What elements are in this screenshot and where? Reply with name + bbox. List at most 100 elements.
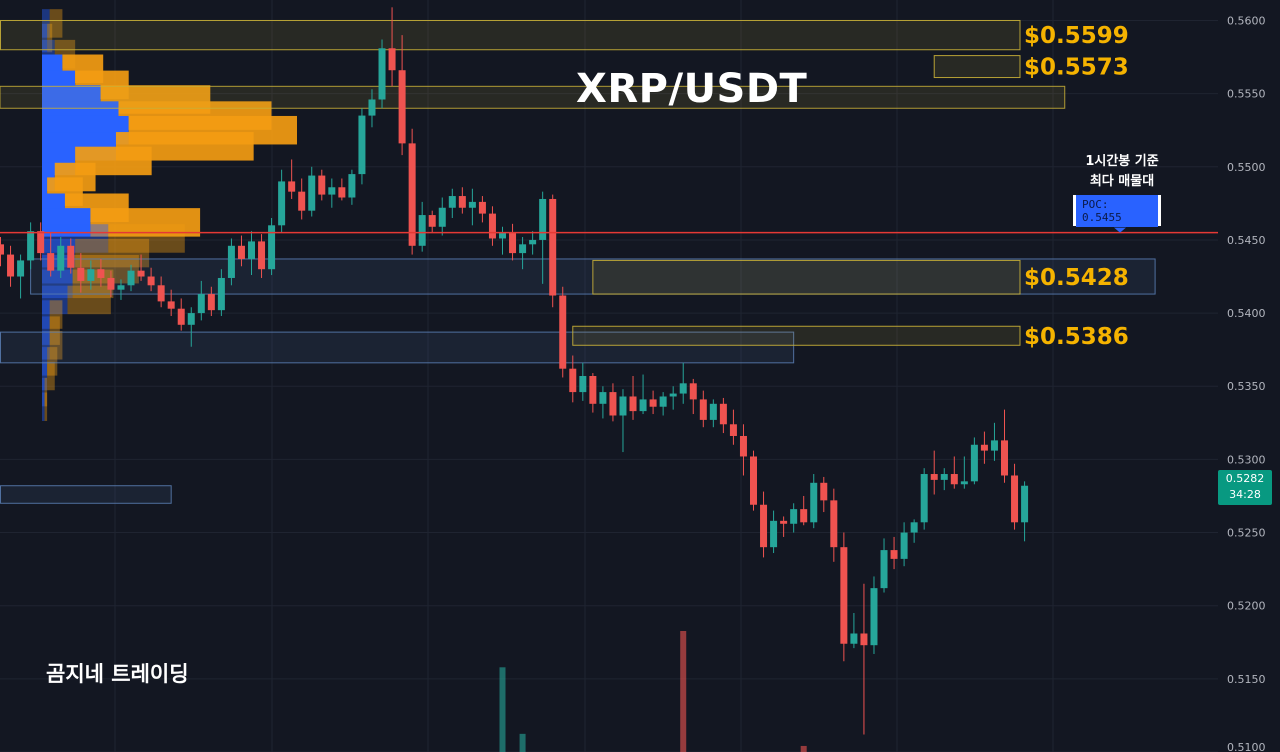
watermark-brand: 곰지네 트레이딩	[46, 662, 189, 686]
vp-sell-bar	[49, 300, 63, 329]
candle	[850, 613, 858, 649]
candle-body	[47, 253, 55, 271]
candle	[830, 488, 838, 562]
candle	[659, 392, 667, 416]
candle-body	[7, 254, 15, 277]
candle-body	[579, 376, 587, 393]
candle-body	[258, 241, 266, 270]
candle	[820, 476, 828, 513]
candle	[990, 422, 998, 461]
candle	[27, 222, 35, 270]
vp-sell-bar	[44, 377, 48, 407]
candle-body	[980, 444, 988, 451]
candle-body	[1001, 440, 1008, 476]
candle-body	[87, 269, 95, 281]
candle	[37, 222, 45, 261]
level-labels: $0.5599 $0.5573 $0.5428 $0.5386	[1024, 23, 1129, 350]
zone-box	[0, 331, 795, 364]
candle-body	[709, 403, 717, 420]
candle	[408, 128, 416, 255]
candle	[308, 166, 316, 217]
candle	[760, 491, 768, 558]
candle-body	[488, 213, 496, 239]
volume-bars	[499, 631, 807, 752]
candle	[669, 386, 677, 410]
candle-body	[298, 191, 306, 211]
candle	[960, 456, 968, 489]
volume-bar	[800, 745, 807, 752]
vp-buy-bar	[42, 224, 109, 253]
candle	[790, 503, 798, 533]
y-axis: 0.5600 0.5550 0.5500 0.5450 0.5400 0.5350 0.53…	[1227, 14, 1266, 752]
candle	[237, 235, 245, 267]
vp-buy-bar	[42, 23, 48, 53]
candle	[448, 188, 456, 218]
chart-title: XRP/USDT	[576, 66, 808, 112]
candle-body	[187, 313, 195, 325]
candle	[288, 159, 296, 199]
candle	[328, 178, 336, 208]
candle	[318, 169, 326, 201]
candle-body	[278, 181, 286, 226]
vp-buy-bar	[42, 392, 45, 421]
candle-body	[780, 520, 788, 524]
candle	[569, 355, 577, 403]
candle-body	[408, 143, 416, 246]
candle-body	[308, 175, 316, 211]
candle-body	[358, 115, 366, 175]
candle-body	[940, 474, 948, 480]
candle-body	[920, 474, 928, 523]
poc-label-box: POC: 0.5455	[1073, 194, 1161, 227]
candle	[17, 254, 25, 299]
candle-body	[589, 376, 597, 404]
level-price-label: $0.5428	[1024, 265, 1129, 291]
candle	[428, 210, 436, 233]
candle	[940, 468, 948, 491]
candle-body	[27, 231, 35, 261]
candle	[699, 390, 707, 428]
candle	[207, 286, 215, 317]
candle	[127, 264, 135, 292]
vp-buy-bar	[42, 177, 48, 206]
candle-body	[790, 509, 798, 524]
y-tick-label: 0.5550	[1227, 88, 1266, 101]
candle	[368, 89, 376, 128]
candle	[910, 519, 918, 543]
volume-bar	[680, 631, 687, 752]
vp-buy-bar	[42, 361, 48, 391]
candle	[298, 178, 306, 220]
candle	[579, 362, 587, 401]
candle	[950, 456, 958, 489]
poc-annotation: 1시간봉 기준 최다 매물대	[1064, 152, 1180, 192]
candle	[97, 258, 105, 287]
zone-box	[0, 485, 172, 504]
y-tick-label: 0.5350	[1227, 380, 1266, 393]
candle	[77, 253, 85, 293]
candle-body	[890, 550, 898, 559]
candle	[509, 223, 517, 261]
candle	[137, 254, 145, 281]
candle	[217, 269, 225, 317]
candle	[559, 286, 567, 378]
y-tick-label: 0.5150	[1227, 673, 1266, 686]
candle-body	[157, 285, 165, 302]
candle	[87, 260, 95, 290]
candle	[840, 532, 848, 662]
y-tick-label: 0.5400	[1227, 307, 1266, 320]
candle-body	[679, 383, 687, 394]
candle	[1001, 409, 1008, 483]
candle-body	[37, 231, 45, 254]
vp-sell-bar	[47, 23, 53, 53]
vp-buy-bar	[42, 300, 50, 329]
candle	[1021, 481, 1029, 542]
candle-body	[438, 207, 446, 227]
candle-body	[750, 456, 757, 505]
candle-body	[127, 270, 135, 286]
candle-body	[197, 294, 205, 314]
candle-body	[248, 241, 255, 259]
candle	[609, 383, 617, 422]
current-price-tag: 0.5282 34:28	[1218, 469, 1272, 505]
level-zone	[0, 19, 1021, 51]
candle-body	[167, 301, 175, 309]
